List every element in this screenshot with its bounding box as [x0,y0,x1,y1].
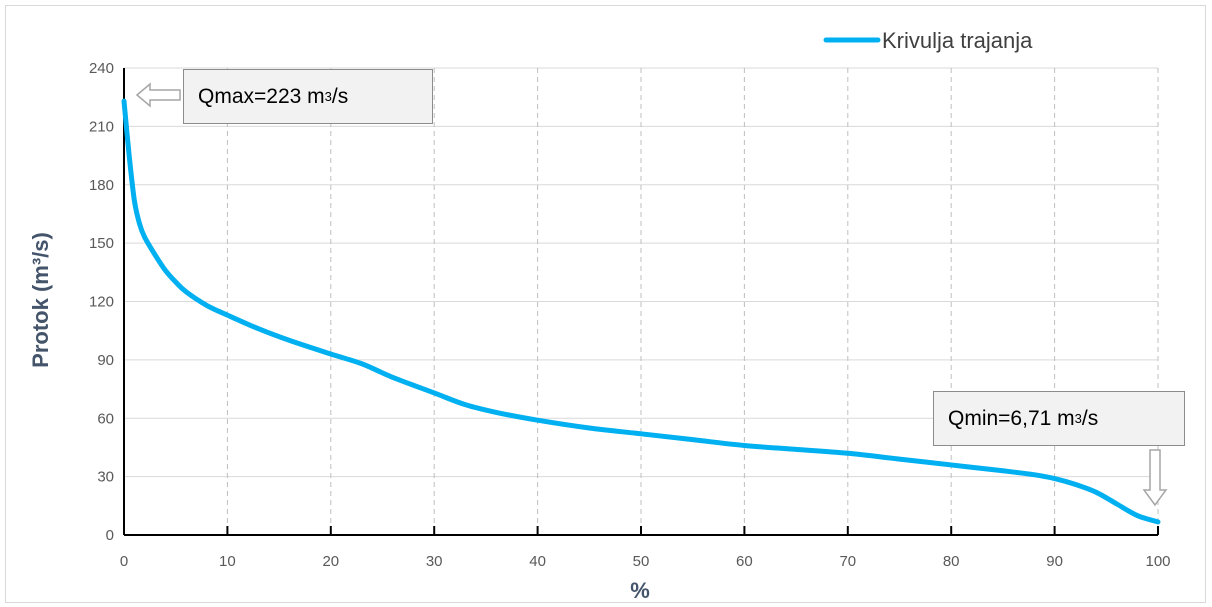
x-tick-label: 50 [633,553,650,570]
series-line-krivulja-trajanja [121,98,1161,525]
grid [124,67,1159,535]
y-tick-label: 120 [89,294,114,311]
x-tick-label: 30 [426,553,443,570]
legend-label: Krivulja trajanja [882,28,1033,53]
x-tick-label: 80 [943,553,960,570]
x-tick-label: 70 [839,553,856,570]
qmin-text: Qmin=6,71 m [948,406,1075,430]
y-tick-label: 0 [106,527,114,544]
x-tick-label: 10 [219,553,236,570]
qmax-callout: Qmax=223 m 3/s [183,69,433,124]
x-tick-label: 100 [1145,553,1170,570]
y-tick-label: 30 [97,469,114,486]
qmin-suffix: /s [1081,406,1099,430]
y-tick-label: 210 [89,118,114,135]
qmax-text: Qmax=223 m [198,84,325,108]
qmax-suffix: /s [331,84,349,108]
axes [123,68,1159,536]
y-tick-label: 180 [89,177,114,194]
qmin-arrow [1142,449,1168,507]
y-tick-label: 150 [89,235,114,252]
x-tick-label: 90 [1046,553,1063,570]
y-tick-label: 60 [97,410,114,427]
qmin-sup: 3 [1074,411,1082,426]
x-axis-title: % [630,578,650,603]
x-tick-label: 20 [322,553,339,570]
qmax-sup: 3 [324,89,332,104]
x-tick-label: 60 [736,553,753,570]
y-tick-label: 240 [89,60,114,77]
qmin-callout: Qmin=6,71 m 3/s [933,391,1185,446]
qmax-arrow [135,82,181,108]
x-tick-label: 40 [529,553,546,570]
y-axis-title: Protok (m³/s) [28,232,53,368]
tick-labels: 0 30 60 90 120 150 180 210 240 0 10 20 30 40 50 60 70 80 9… [89,60,1171,570]
y-tick-label: 90 [97,352,114,369]
x-tick-label: 0 [120,553,128,570]
